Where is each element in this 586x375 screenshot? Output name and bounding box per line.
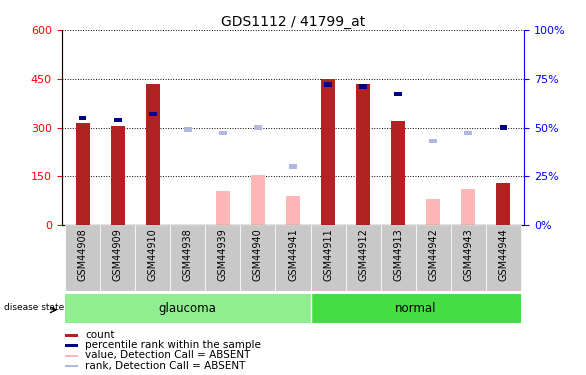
- Text: GSM44942: GSM44942: [428, 228, 438, 281]
- Text: GSM44912: GSM44912: [358, 228, 368, 281]
- Bar: [289, 164, 297, 169]
- FancyBboxPatch shape: [100, 225, 135, 291]
- FancyBboxPatch shape: [240, 225, 275, 291]
- Text: count: count: [85, 330, 115, 340]
- Bar: [76, 123, 90, 225]
- Bar: [461, 189, 475, 225]
- Bar: [65, 294, 311, 322]
- Bar: [251, 175, 265, 225]
- Bar: [254, 125, 262, 130]
- Bar: [426, 199, 440, 225]
- Text: GSM44943: GSM44943: [464, 228, 473, 281]
- FancyBboxPatch shape: [311, 225, 346, 291]
- Text: glaucoma: glaucoma: [159, 302, 217, 315]
- Bar: [111, 126, 125, 225]
- Bar: [311, 294, 521, 322]
- Text: GSM44910: GSM44910: [148, 228, 158, 281]
- Bar: [321, 79, 335, 225]
- Text: GSM44940: GSM44940: [253, 228, 263, 281]
- Text: normal: normal: [395, 302, 437, 315]
- FancyBboxPatch shape: [451, 225, 486, 291]
- FancyBboxPatch shape: [205, 225, 240, 291]
- FancyBboxPatch shape: [135, 225, 171, 291]
- Text: value, Detection Call = ABSENT: value, Detection Call = ABSENT: [85, 350, 250, 360]
- Text: GSM44938: GSM44938: [183, 228, 193, 281]
- Bar: [184, 128, 192, 132]
- Bar: [149, 112, 156, 116]
- Text: GSM44908: GSM44908: [77, 228, 87, 281]
- Text: rank, Detection Call = ABSENT: rank, Detection Call = ABSENT: [85, 361, 246, 370]
- FancyBboxPatch shape: [171, 225, 205, 291]
- Bar: [359, 84, 367, 88]
- Bar: [219, 131, 227, 135]
- Text: GSM44913: GSM44913: [393, 228, 403, 281]
- Text: GSM44939: GSM44939: [218, 228, 228, 281]
- Bar: [216, 191, 230, 225]
- FancyBboxPatch shape: [65, 225, 100, 291]
- Text: GSM44944: GSM44944: [499, 228, 509, 281]
- Title: GDS1112 / 41799_at: GDS1112 / 41799_at: [221, 15, 365, 29]
- Bar: [146, 84, 160, 225]
- FancyBboxPatch shape: [415, 225, 451, 291]
- Text: GSM44911: GSM44911: [323, 228, 333, 281]
- Bar: [391, 121, 406, 225]
- Bar: [66, 355, 79, 357]
- Bar: [394, 92, 402, 96]
- Text: GSM44941: GSM44941: [288, 228, 298, 281]
- Text: percentile rank within the sample: percentile rank within the sample: [85, 340, 261, 350]
- FancyBboxPatch shape: [381, 225, 415, 291]
- Bar: [324, 82, 332, 87]
- FancyBboxPatch shape: [346, 225, 381, 291]
- Bar: [356, 84, 370, 225]
- Bar: [465, 131, 472, 135]
- Bar: [66, 365, 79, 368]
- Bar: [500, 125, 507, 130]
- Text: disease state: disease state: [4, 303, 64, 312]
- Bar: [66, 344, 79, 347]
- Bar: [430, 139, 437, 143]
- Bar: [79, 116, 86, 120]
- Bar: [496, 183, 510, 225]
- Text: GSM44909: GSM44909: [113, 228, 122, 281]
- FancyBboxPatch shape: [275, 225, 311, 291]
- FancyBboxPatch shape: [486, 225, 521, 291]
- Bar: [286, 196, 300, 225]
- Bar: [66, 334, 79, 336]
- Bar: [114, 118, 121, 122]
